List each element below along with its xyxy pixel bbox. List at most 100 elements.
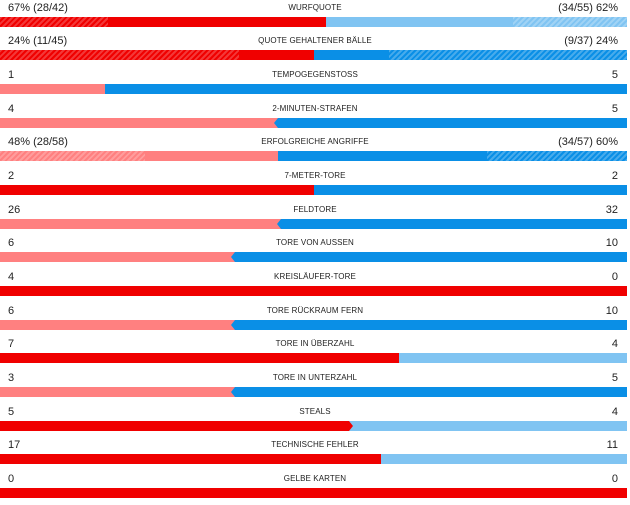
away-bar-segment [235,252,627,262]
stat-label: GELBE KARTEN [283,474,347,483]
away-value: (9/37) 24% [564,35,618,47]
home-value: 7 [8,338,15,350]
away-bar-segment [105,84,627,94]
comparison-bar [0,488,627,498]
comparison-bar [0,17,627,27]
away-value: 5 [611,69,618,81]
stat-row: 4 2-MINUTEN-STRAFEN 5 [0,101,630,135]
away-value: 11 [606,439,618,451]
away-value: 0 [611,271,618,283]
home-value: 24% (11/45) [8,35,68,47]
stat-row: 2 7-METER-TORE 2 [0,168,630,202]
home-value: 5 [8,406,15,418]
home-value: 2 [8,170,15,182]
stat-label: ERFOLGREICHE ANGRIFFE [261,137,369,146]
away-value: 32 [605,204,618,216]
home-bar-segment [0,84,105,94]
stat-row: 6 TORE RÜCKRAUM FERN 10 [0,303,630,337]
stat-row: 3 TORE IN UNTERZAHL 5 [0,370,630,404]
stat-row: 7 TORE IN ÜBERZAHL 4 [0,336,630,370]
comparison-bar [0,185,627,195]
away-bar-segment [326,17,627,27]
away-bar-segment [235,387,627,397]
away-hatched-segment [389,50,627,60]
home-hatched-segment [0,17,108,27]
away-value: 5 [611,103,618,115]
stat-label: TORE RÜCKRAUM FERN [266,306,364,315]
away-value: (34/55) 62% [558,2,618,14]
away-bar-segment [314,50,627,60]
home-bar-segment [0,118,278,128]
home-value: 67% (28/42) [8,2,68,14]
stat-row: 26 FELDTORE 32 [0,202,630,236]
home-value: 26 [8,204,21,216]
comparison-bar [0,387,627,397]
stat-label: TORE IN ÜBERZAHL [275,339,355,348]
away-bar-segment [314,185,627,195]
away-hatched-segment [487,151,627,161]
home-bar-segment [0,353,399,363]
home-value: 4 [8,103,15,115]
home-bar-segment [0,252,235,262]
home-bar-segment [0,17,326,27]
stat-label: WURFQUOTE [288,3,342,12]
home-hatched-segment [0,50,239,60]
comparison-bar [0,320,627,330]
away-bar-segment [278,151,627,161]
home-bar-segment [0,387,235,397]
home-bar-segment [0,50,314,60]
away-value: 4 [611,406,618,418]
stat-label: QUOTE GEHALTENER BÄLLE [258,36,372,45]
comparison-bar [0,219,627,229]
comparison-bar [0,118,627,128]
stat-row: 0 GELBE KARTEN 0 [0,471,630,505]
stat-row: 67% (28/42) WURFQUOTE (34/55) 62% [0,0,630,34]
away-value: 5 [611,372,618,384]
stat-row: 1 TEMPOGEGENSTOSS 5 [0,67,630,101]
comparison-bar [0,84,627,94]
away-value: 2 [611,170,618,182]
away-hatched-segment [513,17,627,27]
home-value: 1 [8,69,15,81]
home-bar-segment [0,454,381,464]
comparison-bar [0,50,627,60]
stat-row: 24% (11/45) QUOTE GEHALTENER BÄLLE (9/37) … [0,33,630,67]
away-value: 4 [611,338,618,350]
home-hatched-segment [0,151,145,161]
comparison-bar [0,421,627,431]
stat-label: FELDTORE [293,205,337,214]
home-bar-segment [0,488,627,498]
away-bar-segment [235,320,627,330]
stat-row: 6 TORE VON AUSSEN 10 [0,235,630,269]
home-value: 17 [8,439,21,451]
stat-label: TORE VON AUSSEN [276,238,354,247]
comparison-bar [0,454,627,464]
away-bar-segment [349,421,627,431]
stat-label: STEALS [299,407,331,416]
stat-row: 5 STEALS 4 [0,404,630,438]
home-value: 48% (28/58) [8,136,68,148]
away-value: (34/57) 60% [558,136,618,148]
stat-label: 2-MINUTEN-STRAFEN [272,104,358,113]
away-bar-segment [278,118,627,128]
comparison-bar [0,151,627,161]
home-value: 6 [8,237,15,249]
home-value: 0 [8,473,15,485]
stat-row: 17 TECHNISCHE FEHLER 11 [0,437,630,471]
comparison-bar [0,353,627,363]
stat-label: 7-METER-TORE [284,171,346,180]
home-bar-segment [0,320,235,330]
away-bar-segment [381,454,627,464]
away-value: 0 [611,473,618,485]
home-bar-segment [0,219,281,229]
stat-label: TEMPOGEGENSTOSS [272,70,358,79]
home-bar-segment [0,185,314,195]
home-bar-segment [0,151,278,161]
away-value: 10 [605,305,618,317]
home-value: 3 [8,372,15,384]
home-value: 6 [8,305,15,317]
split-marker-icon [349,421,353,431]
stat-row: 4 KREISLÄUFER-TORE 0 [0,269,630,303]
away-bar-segment [399,353,627,363]
